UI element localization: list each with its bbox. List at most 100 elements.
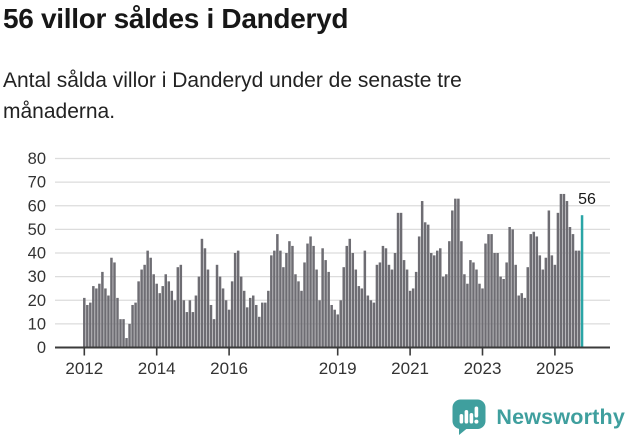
bar xyxy=(276,234,279,348)
bar xyxy=(520,293,523,348)
newsworthy-brand-text: Newsworthy xyxy=(496,404,625,429)
bar xyxy=(104,288,107,348)
bar xyxy=(291,245,294,348)
bar xyxy=(451,210,454,348)
bar xyxy=(209,304,213,348)
bar xyxy=(408,290,412,348)
bar xyxy=(161,286,164,348)
bar xyxy=(487,234,490,348)
bar xyxy=(315,269,318,348)
bar xyxy=(170,290,174,348)
bar xyxy=(369,300,373,348)
bar xyxy=(92,286,95,348)
bar xyxy=(523,297,526,348)
bar xyxy=(457,198,460,348)
highlight-bar xyxy=(580,215,584,348)
bar xyxy=(529,234,533,348)
bar xyxy=(125,338,128,348)
bar xyxy=(396,212,400,348)
bar xyxy=(251,295,255,348)
bar xyxy=(505,262,508,348)
bar xyxy=(101,271,104,348)
y-tick-label: 50 xyxy=(28,221,46,239)
x-tick-label: 2014 xyxy=(138,359,176,378)
bar xyxy=(83,297,86,348)
bar xyxy=(206,269,210,348)
bar xyxy=(140,269,143,348)
bar xyxy=(134,302,137,348)
bar xyxy=(550,255,554,348)
bar xyxy=(300,290,303,348)
bar xyxy=(107,295,110,348)
bar xyxy=(342,267,345,348)
bar xyxy=(152,274,155,348)
bar xyxy=(191,312,195,348)
bar xyxy=(481,288,484,348)
bar xyxy=(366,295,370,348)
bar xyxy=(164,274,167,348)
bar xyxy=(429,253,433,348)
bar xyxy=(279,250,282,348)
bar xyxy=(128,323,131,348)
bar xyxy=(414,271,418,348)
y-tick-label: 40 xyxy=(28,245,46,263)
bar xyxy=(559,193,563,348)
bar xyxy=(339,300,342,348)
bar xyxy=(511,229,514,348)
bar xyxy=(448,241,451,348)
bar xyxy=(95,288,98,348)
newsworthy-logo[interactable]: Newsworthy xyxy=(451,398,625,436)
bar xyxy=(556,212,560,348)
bar xyxy=(405,269,409,348)
bar xyxy=(116,297,119,348)
bar xyxy=(508,227,511,348)
bar xyxy=(357,286,361,348)
y-tick-label: 80 xyxy=(28,150,46,168)
chart-subtitle: Antal sålda villor i Danderyd under de s… xyxy=(3,69,462,123)
bar xyxy=(282,267,285,348)
bar xyxy=(426,224,430,348)
bar xyxy=(131,304,134,348)
bar xyxy=(363,250,367,348)
bar xyxy=(255,304,258,348)
bar xyxy=(526,267,529,348)
bar xyxy=(318,300,321,348)
bar xyxy=(330,304,333,348)
bar xyxy=(309,236,312,348)
bar xyxy=(303,262,306,348)
bar xyxy=(541,269,545,348)
bar xyxy=(149,257,152,348)
bar xyxy=(535,236,539,348)
bar xyxy=(248,297,252,348)
bar xyxy=(372,302,376,348)
bar xyxy=(86,304,89,348)
bar xyxy=(113,262,116,348)
bar xyxy=(185,312,189,348)
bar xyxy=(571,234,575,348)
bar xyxy=(432,255,436,348)
bar xyxy=(381,245,385,348)
bar xyxy=(454,198,457,348)
bar xyxy=(288,241,291,348)
bar xyxy=(547,210,551,348)
bar xyxy=(297,281,300,348)
bar xyxy=(221,288,225,348)
bar xyxy=(499,276,502,348)
x-tick-label: 2016 xyxy=(210,359,248,378)
bar xyxy=(285,253,288,348)
bar xyxy=(155,283,158,348)
bar xyxy=(324,260,327,348)
bar xyxy=(158,293,161,348)
bar xyxy=(194,295,198,348)
bar xyxy=(568,227,572,348)
bar xyxy=(227,309,231,348)
bar xyxy=(242,290,246,348)
bar xyxy=(532,231,536,348)
bar xyxy=(321,248,324,348)
bar xyxy=(360,288,364,348)
bar xyxy=(182,300,186,348)
bar xyxy=(312,245,315,348)
bar xyxy=(173,300,177,348)
bar xyxy=(378,262,382,348)
